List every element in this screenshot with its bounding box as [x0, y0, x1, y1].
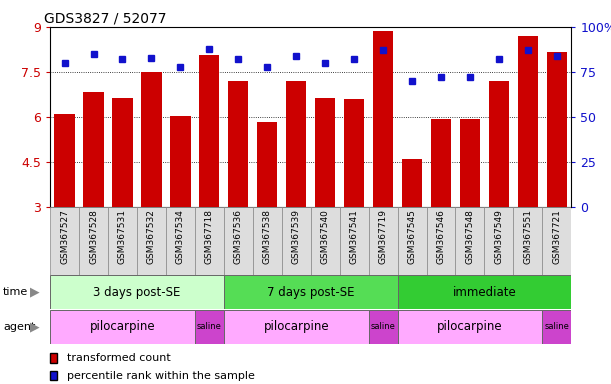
Bar	[485, 207, 513, 275]
Bar	[518, 36, 538, 207]
Bar	[137, 207, 166, 275]
Bar	[253, 207, 282, 275]
Text: GSM367548: GSM367548	[466, 209, 475, 264]
Text: percentile rank within the sample: percentile rank within the sample	[67, 371, 254, 381]
Text: saline: saline	[371, 322, 395, 331]
Bar	[228, 81, 249, 207]
Text: GSM367546: GSM367546	[436, 209, 445, 264]
Text: transformed count: transformed count	[67, 353, 170, 363]
Text: agent: agent	[3, 322, 35, 332]
Text: GSM367527: GSM367527	[60, 209, 69, 264]
Text: immediate: immediate	[453, 286, 516, 299]
Bar	[315, 98, 335, 207]
Bar	[455, 207, 485, 275]
Bar	[286, 81, 306, 207]
Bar	[489, 81, 509, 207]
Bar	[199, 55, 219, 207]
Bar	[141, 72, 161, 207]
Text: 3 days post-SE: 3 days post-SE	[93, 286, 181, 299]
Text: GSM367719: GSM367719	[379, 209, 387, 264]
Bar	[108, 207, 137, 275]
Bar	[344, 99, 364, 207]
Text: GSM367539: GSM367539	[291, 209, 301, 264]
Bar	[373, 31, 393, 207]
Bar	[195, 207, 224, 275]
Bar	[257, 122, 277, 207]
Bar	[54, 114, 75, 207]
Text: pilocarpine: pilocarpine	[263, 320, 329, 333]
Text: GSM367534: GSM367534	[176, 209, 185, 264]
Bar	[398, 310, 543, 344]
Bar	[402, 159, 422, 207]
Text: GSM367531: GSM367531	[118, 209, 127, 264]
Text: GSM367721: GSM367721	[552, 209, 562, 264]
Bar	[282, 207, 310, 275]
Bar	[50, 207, 79, 275]
Text: saline: saline	[544, 322, 569, 331]
Text: pilocarpine: pilocarpine	[90, 320, 155, 333]
Text: GSM367541: GSM367541	[349, 209, 359, 264]
Text: GSM367536: GSM367536	[234, 209, 243, 264]
Bar	[166, 207, 195, 275]
Bar	[368, 310, 398, 344]
Bar	[224, 310, 368, 344]
Text: GSM367538: GSM367538	[263, 209, 272, 264]
Text: GSM367718: GSM367718	[205, 209, 214, 264]
Bar	[431, 119, 451, 207]
Text: ▶: ▶	[30, 320, 40, 333]
Bar	[543, 207, 571, 275]
Bar	[460, 119, 480, 207]
Text: GSM367545: GSM367545	[408, 209, 417, 264]
Text: GSM367549: GSM367549	[494, 209, 503, 264]
Bar	[170, 116, 191, 207]
Bar	[340, 207, 368, 275]
Bar	[224, 207, 253, 275]
Bar	[547, 53, 567, 207]
Bar	[426, 207, 455, 275]
Bar	[543, 310, 571, 344]
Text: saline: saline	[197, 322, 222, 331]
Bar	[513, 207, 543, 275]
Bar	[398, 275, 571, 309]
Text: GSM367540: GSM367540	[321, 209, 330, 264]
Bar	[398, 207, 426, 275]
Bar	[79, 207, 108, 275]
Text: GSM367551: GSM367551	[524, 209, 532, 264]
Text: 7 days post-SE: 7 days post-SE	[267, 286, 354, 299]
Text: GSM367532: GSM367532	[147, 209, 156, 264]
Bar	[368, 207, 398, 275]
Bar	[50, 310, 195, 344]
Text: GDS3827 / 52077: GDS3827 / 52077	[44, 12, 166, 25]
Bar	[310, 207, 340, 275]
Bar	[112, 98, 133, 207]
Bar	[224, 275, 398, 309]
Text: GSM367528: GSM367528	[89, 209, 98, 264]
Text: ▶: ▶	[30, 286, 40, 299]
Text: time: time	[3, 287, 28, 297]
Bar	[83, 91, 104, 207]
Bar	[50, 275, 224, 309]
Text: pilocarpine: pilocarpine	[437, 320, 503, 333]
Bar	[195, 310, 224, 344]
